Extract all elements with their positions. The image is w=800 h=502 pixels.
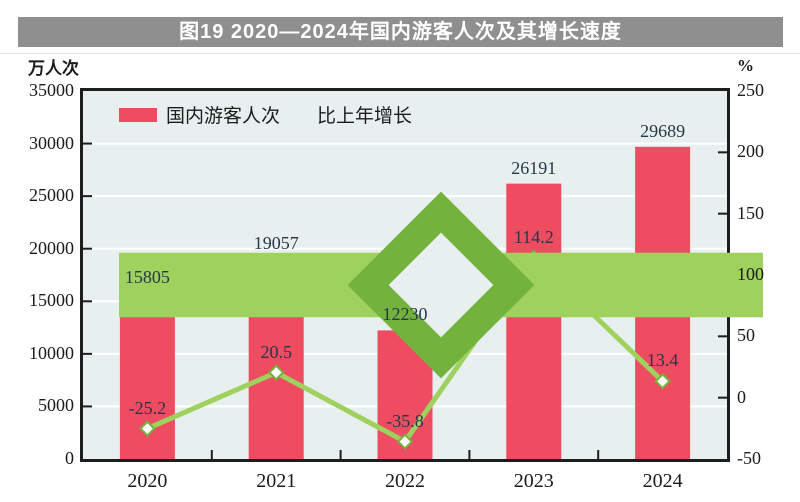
bar-value-label: 12230	[382, 304, 428, 325]
right-axis-tick: 100	[737, 264, 764, 284]
x-axis-label: 2024	[642, 470, 683, 492]
line-legend-label: 比上年增长	[317, 106, 413, 127]
left-axis-tick: 5000	[38, 395, 74, 416]
left-axis-tick: 25000	[29, 185, 74, 206]
x-axis-label: 2022	[385, 470, 425, 492]
right-axis-tick: 200	[737, 141, 764, 162]
line-value-label: 13.4	[646, 350, 679, 371]
marker-2022	[396, 433, 414, 450]
left-axis-tick: 20000	[29, 237, 74, 258]
left-axis-tick: 0	[65, 448, 74, 468]
bar-value-label: 29689	[640, 120, 686, 141]
marker-2020	[139, 420, 156, 437]
right-axis-tick: -50	[737, 448, 761, 468]
legend: 国内游客人次 比上年增长	[119, 101, 763, 379]
left-axis-tick: 10000	[29, 342, 74, 363]
x-axis-label: 2021	[256, 470, 297, 492]
right-axis-tick: 250	[737, 80, 764, 100]
figure-title: 图19 2020—2024年国内游客人次及其增长速度	[18, 17, 783, 47]
bar-value-label: 15805	[124, 266, 170, 287]
line-value-label: -35.8	[386, 410, 424, 431]
bar-value-label: 19057	[253, 232, 299, 253]
left-axis-tick: 35000	[29, 80, 74, 100]
line-value-label: 20.5	[260, 341, 292, 362]
left-axis-tick: 15000	[29, 290, 74, 311]
right-axis-tick: 0	[737, 386, 746, 407]
left-axis-unit: 万人次	[28, 59, 79, 78]
marker-2024	[654, 373, 671, 390]
x-axis-label: 2023	[513, 470, 554, 492]
bar-legend-label: 国内游客人次	[166, 106, 281, 127]
x-axis-label: 2020	[127, 470, 168, 492]
bar-2023	[506, 183, 562, 459]
bar-legend-swatch	[119, 107, 157, 122]
right-axis-unit: %	[737, 56, 754, 75]
marker-2021	[267, 364, 285, 381]
left-axis-tick: 30000	[29, 132, 74, 153]
bar-value-label: 26191	[511, 157, 557, 178]
right-axis-tick: 150	[737, 202, 764, 223]
line-value-label: 114.2	[513, 226, 554, 247]
right-axis-tick: 50	[737, 325, 755, 346]
divider-line	[0, 53, 800, 54]
plot-area: 国内游客人次 比上年增长	[80, 88, 763, 462]
line-value-label: -25.2	[128, 397, 167, 418]
